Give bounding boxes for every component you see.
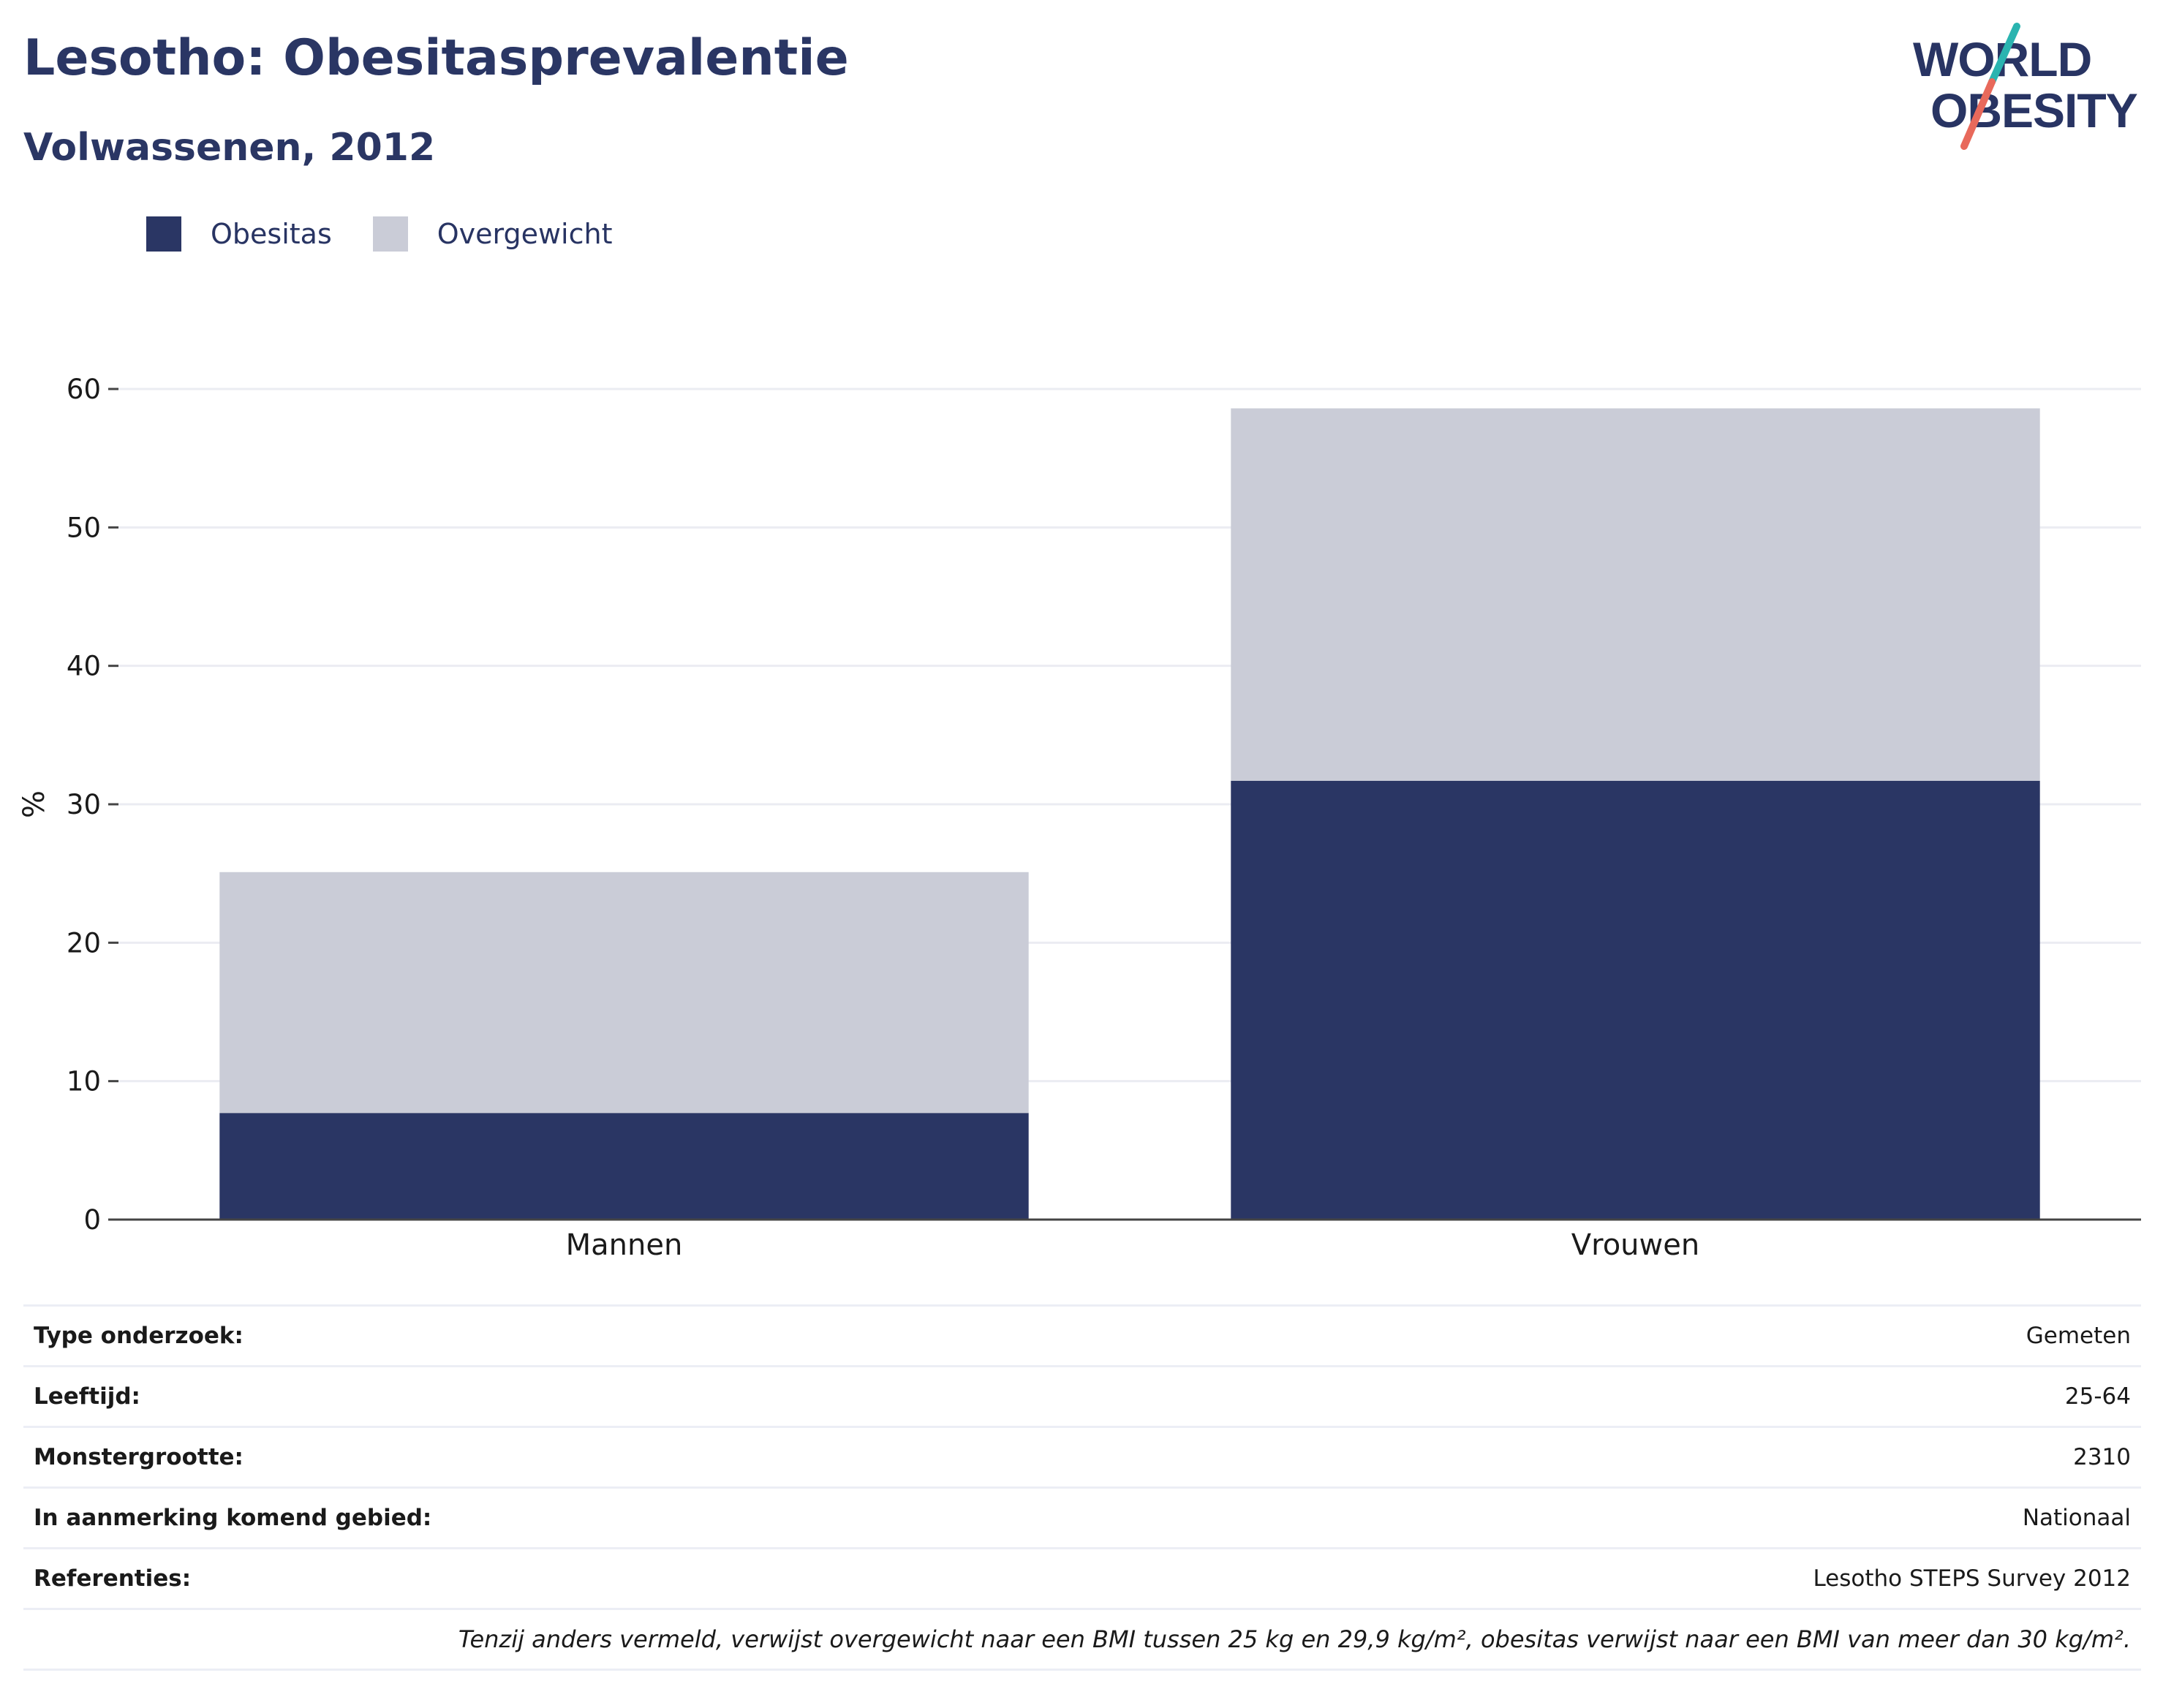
- info-label-age: Leeftijd:: [23, 1365, 1195, 1427]
- logo-slash-top: [1988, 23, 2020, 86]
- bmi-footnote: Tenzij anders vermeld, verwijst overgewi…: [23, 1608, 2141, 1671]
- info-label-references: Referenties:: [23, 1547, 1195, 1609]
- legend-label-obesitas: Obesitas: [211, 218, 332, 250]
- info-value-age: 25-64: [1194, 1365, 2141, 1427]
- legend-swatch-obesitas: [146, 216, 181, 252]
- info-row-footnote: Tenzij anders vermeld, verwijst overgewi…: [23, 1608, 2141, 1671]
- legend-label-overgewicht: Overgewicht: [437, 218, 613, 250]
- y-tick-label-0: 0: [83, 1204, 101, 1236]
- chart-legend: Obesitas Overgewicht: [146, 216, 654, 252]
- y-tick-label-30: 30: [67, 789, 101, 820]
- world-obesity-logo: WORLD OBESITY: [1913, 23, 2138, 150]
- info-row-sample-size: Monstergrootte: 2310: [23, 1426, 2141, 1488]
- bar-obesitas-vrouwen: [1231, 780, 2040, 1220]
- info-value-references: Lesotho STEPS Survey 2012: [1194, 1547, 2141, 1609]
- x-tick-label-vrouwen: Vrouwen: [1571, 1228, 1699, 1262]
- y-tick-label-40: 40: [67, 651, 101, 682]
- info-value-sample-size: 2310: [1194, 1426, 2141, 1488]
- y-tick-label-60: 60: [67, 374, 101, 405]
- bar-overgewicht-mannen: [219, 872, 1029, 1114]
- logo-slash-bottom: [1960, 78, 1996, 150]
- info-value-area: Nationaal: [1194, 1486, 2141, 1549]
- y-tick-label-20: 20: [67, 927, 101, 959]
- x-tick-label-mannen: Mannen: [566, 1228, 683, 1262]
- bar-obesitas-mannen: [219, 1113, 1029, 1220]
- info-label-sample-size: Monstergrootte:: [23, 1426, 1195, 1488]
- survey-info-table: Type onderzoek: Gemeten Leeftijd: 25-64 …: [23, 1304, 2141, 1671]
- legend-item-obesitas[interactable]: Obesitas: [146, 216, 332, 252]
- chart-subtitle: Volwassenen, 2012: [23, 126, 436, 170]
- info-value-survey-type: Gemeten: [1194, 1304, 2141, 1367]
- bar-chart: 0 10 20 30 40 50 60% Mannen Vrouwen: [18, 374, 2141, 1262]
- y-axis-label: %: [18, 790, 51, 818]
- bar-overgewicht-vrouwen: [1231, 408, 2040, 781]
- chart-title: Lesotho: Obesitasprevalentie: [23, 29, 849, 87]
- y-tick-label-50: 50: [67, 512, 101, 543]
- info-row-survey-type: Type onderzoek: Gemeten: [23, 1304, 2141, 1367]
- info-label-survey-type: Type onderzoek:: [23, 1304, 1195, 1367]
- logo-text-obesity: OBESITY: [1930, 83, 2137, 137]
- legend-swatch-overgewicht: [372, 216, 408, 252]
- info-row-area: In aanmerking komend gebied: Nationaal: [23, 1486, 2141, 1549]
- info-row-age: Leeftijd: 25-64: [23, 1365, 2141, 1427]
- info-row-references: Referenties: Lesotho STEPS Survey 2012: [23, 1547, 2141, 1609]
- y-tick-label-10: 10: [67, 1066, 101, 1097]
- info-label-area: In aanmerking komend gebied:: [23, 1486, 1195, 1549]
- legend-item-overgewicht[interactable]: Overgewicht: [372, 216, 613, 252]
